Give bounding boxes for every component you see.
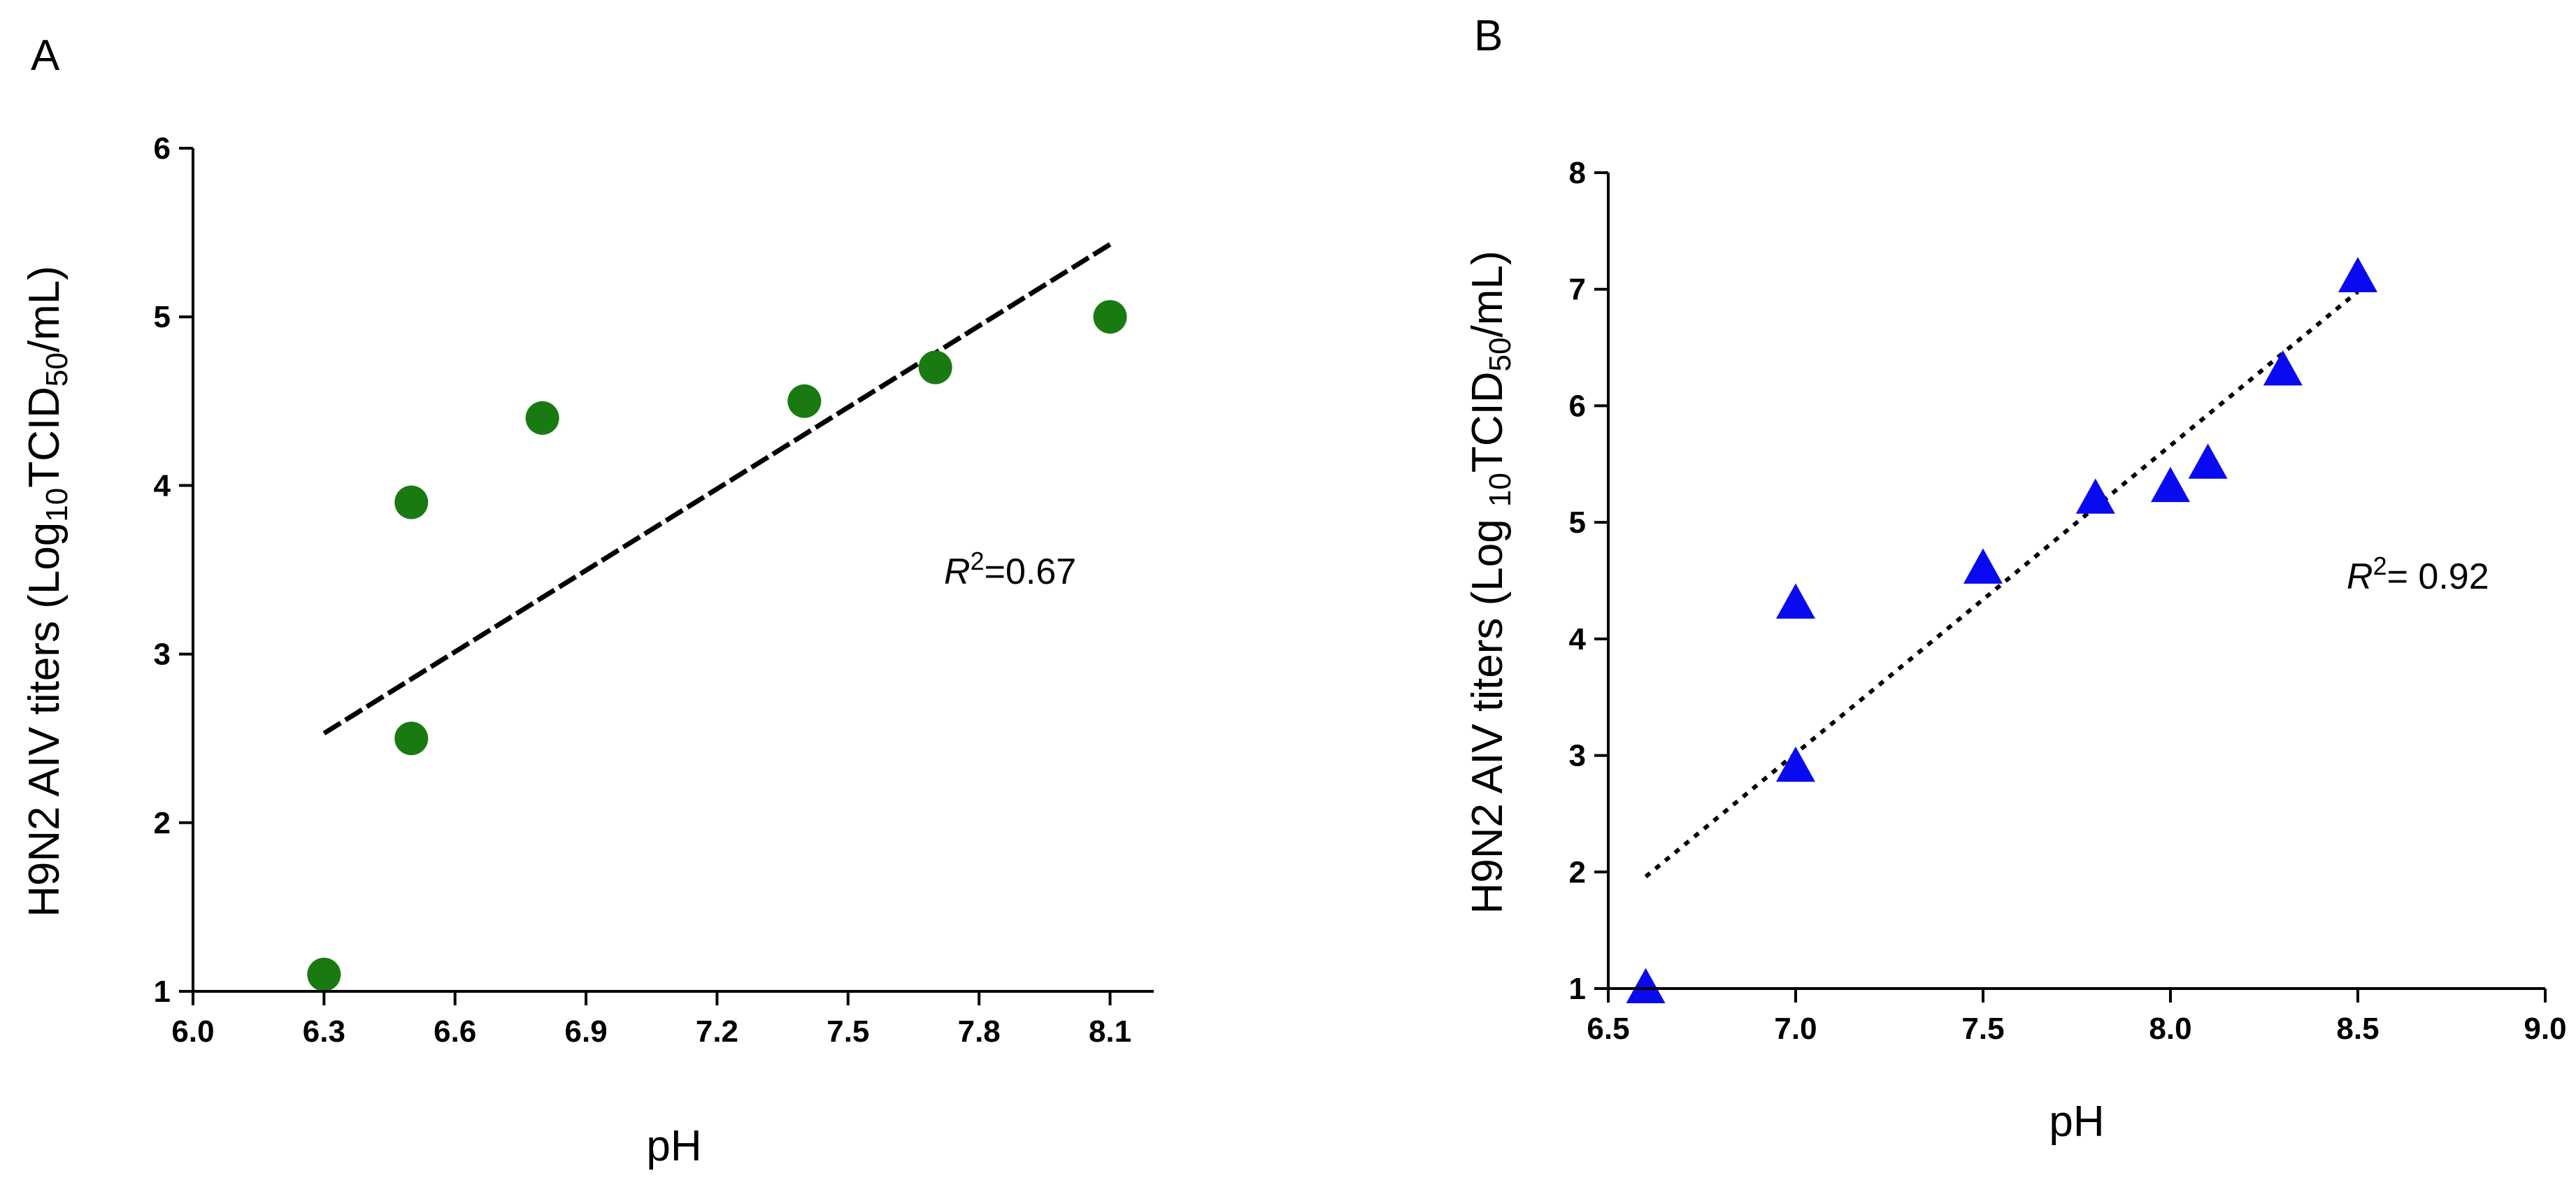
chart-b-x-tick-label: 8.0 — [2149, 1012, 2191, 1046]
chart-a-ticks: 1 2 3 4 5 6 6.0 6.3 6.6 6.9 7.2 7.5 7.8 8.1 — [154, 131, 1132, 1049]
chart-b-point — [1963, 548, 2003, 584]
chart-b-point — [1776, 746, 1815, 782]
chart-b-x-label: pH — [2049, 1098, 2104, 1146]
chart-a-y-tick-label: 2 — [154, 806, 171, 840]
chart-b-point — [1626, 968, 1666, 1003]
chart-b-y-tick-label: 7 — [1569, 273, 1586, 307]
chart-a-point — [525, 401, 559, 435]
chart-a-point — [787, 384, 822, 418]
chart-b-ticks: 1 2 3 4 5 6 7 8 6.5 7.0 7.5 8.0 8.5 9.0 — [1569, 156, 2567, 1046]
chart-a-x-tick-label: 6.3 — [303, 1014, 345, 1049]
chart-a-x-tick-label: 7.5 — [827, 1014, 869, 1049]
chart-b-x-tick-label: 8.5 — [2336, 1012, 2379, 1046]
chart-b-y-label-part-3: /mL) — [1464, 251, 1512, 338]
chart-a-y-tick-label: 3 — [154, 638, 171, 672]
chart-a-r2-annotation: R2=0.67 — [944, 547, 1076, 593]
chart-a-x-tick-label: 8.1 — [1089, 1014, 1131, 1049]
panel-label-a: A — [31, 31, 60, 80]
chart-b-y-tick-label: 6 — [1569, 389, 1586, 423]
chart-a-y-label-part-1: H9N2 AIV titers (Log — [20, 522, 69, 917]
chart-a-fit-layer — [322, 242, 1112, 735]
chart-b-x-tick-label: 9.0 — [2524, 1012, 2566, 1046]
chart-a-y-tick-label: 6 — [154, 131, 171, 166]
chart-b-x-tick-label: 7.5 — [1961, 1012, 2004, 1046]
chart-a-y-label-sub-2: 50 — [40, 352, 74, 387]
chart-b-y-tick-label: 5 — [1569, 505, 1586, 540]
chart-a-y-label-part-2: TCID — [20, 387, 69, 488]
chart-a-point — [918, 350, 952, 385]
chart-b-y-tick-label: 2 — [1569, 855, 1586, 889]
chart-b-y-tick-label: 4 — [1569, 622, 1587, 656]
chart-b-r2-annotation: R2= 0.92 — [2347, 552, 2489, 598]
chart-a-x-label: pH — [646, 1122, 701, 1170]
chart-a-r2-sup: 2 — [971, 547, 985, 575]
chart-b-r2-value: = 0.92 — [2387, 556, 2489, 597]
chart-a-x-tick-label: 6.9 — [565, 1014, 608, 1049]
chart-b-marks — [1626, 257, 2377, 1003]
chart-b-y-tick-label: 8 — [1569, 156, 1586, 190]
chart-a-y-label-sub-1: 10 — [40, 488, 74, 522]
chart-a-x-tick-label: 7.2 — [696, 1014, 738, 1049]
chart-b-y-label-part-2: TCID — [1464, 371, 1512, 473]
chart-a-r2-value: =0.67 — [985, 552, 1077, 592]
chart-a-marks — [307, 300, 1127, 991]
chart-b-fit-line — [1644, 289, 2359, 879]
chart-b-y-label-part-1: H9N2 AIV titers (Log — [1464, 507, 1512, 914]
chart-b-r2-symbol: R — [2347, 556, 2373, 597]
chart-a-x-tick-label: 6.6 — [434, 1014, 476, 1049]
chart-a-x-tick-label: 6.0 — [171, 1014, 214, 1049]
chart-a-fit-line — [322, 242, 1112, 735]
chart-a-point — [307, 957, 341, 991]
chart-b-fit-layer — [1644, 289, 2359, 879]
panel-label-b: B — [1474, 12, 1503, 60]
chart-a-r2-symbol: R — [944, 552, 971, 592]
chart-b-y-tick-label: 3 — [1569, 739, 1586, 773]
chart-a-point — [394, 721, 429, 756]
chart-a-x-tick-label: 7.8 — [958, 1014, 1001, 1049]
chart-a-point — [1093, 300, 1127, 334]
chart-a: A 1 2 3 4 5 6 6.0 6.3 6.6 6.9 7.2 7.5 7.8 8.1 pH H9N2… — [20, 31, 1154, 1170]
chart-b-y-label: H9N2 AIV titers (Log 10TCID50/mL) — [1464, 251, 1517, 914]
chart-b: B 1 2 3 4 5 6 7 8 6.5 7.0 7.5 8.0 8.5 9.0 pH H9N2 AIV… — [1464, 12, 2567, 1146]
chart-b-x-tick-label: 7.0 — [1774, 1012, 1817, 1046]
chart-a-y-label-part-3: /mL) — [20, 266, 69, 352]
chart-a-point — [394, 485, 429, 519]
chart-a-y-tick-label: 4 — [154, 468, 171, 503]
chart-a-y-tick-label: 5 — [154, 300, 171, 334]
chart-b-y-tick-label: 1 — [1569, 972, 1586, 1006]
chart-a-y-label: H9N2 AIV titers (Log10TCID50/mL) — [20, 266, 74, 917]
chart-b-point — [2338, 257, 2377, 293]
chart-b-r2-sup: 2 — [2373, 552, 2387, 580]
chart-b-point — [2151, 466, 2190, 503]
chart-b-y-label-sub-2: 50 — [1483, 338, 1517, 372]
chart-a-y-tick-label: 1 — [154, 975, 171, 1009]
chart-b-point — [1776, 583, 1815, 619]
chart-b-point — [2263, 350, 2303, 386]
chart-b-point — [2188, 443, 2228, 479]
chart-b-point — [2075, 478, 2115, 514]
chart-b-y-label-sub-1: 10 — [1483, 473, 1517, 507]
chart-b-x-tick-label: 6.5 — [1587, 1012, 1629, 1046]
